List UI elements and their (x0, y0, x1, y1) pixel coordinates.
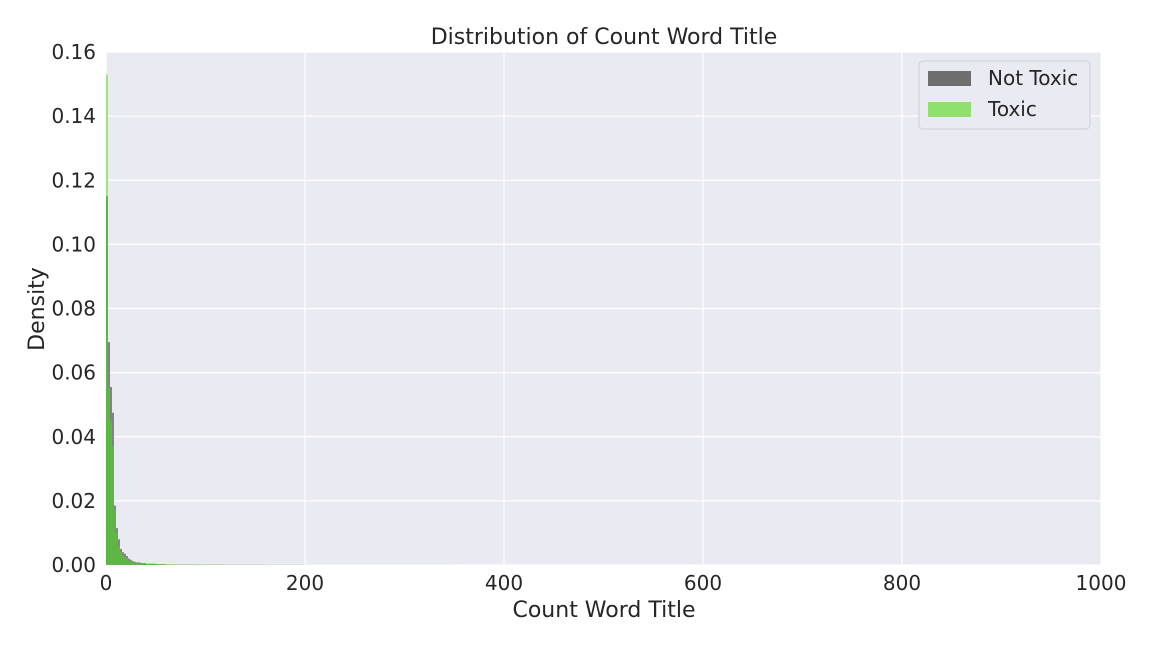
bar-overlap (156, 564, 166, 565)
y-tick-label: 0.14 (51, 104, 96, 128)
bar-overlap (126, 559, 128, 565)
legend-label-toxic: Toxic (987, 97, 1037, 121)
bar-overlap (110, 421, 112, 565)
x-tick-label: 600 (684, 571, 722, 595)
bar-overlap (134, 563, 136, 565)
y-tick-label: 0.08 (51, 297, 96, 321)
x-tick-label: 200 (286, 571, 324, 595)
bar-overlap (118, 546, 120, 565)
bar-overlap (108, 389, 110, 565)
legend-label-not-toxic: Not Toxic (988, 66, 1078, 90)
bar-overlap (114, 510, 116, 565)
x-tick-label: 0 (100, 571, 113, 595)
bar-overlap (106, 196, 108, 565)
bar-overlap (136, 563, 141, 565)
bar-overlap (116, 533, 118, 565)
y-tick-label: 0.04 (51, 425, 96, 449)
bar-overlap (124, 557, 126, 565)
y-axis-label: Density (25, 267, 50, 351)
bar-overlap (122, 555, 124, 565)
bar-overlap (112, 446, 114, 565)
bar-overlap (128, 561, 130, 565)
legend-swatch-toxic (928, 102, 971, 117)
legend: Not Toxic Toxic (919, 61, 1090, 129)
x-tick-label: 800 (883, 571, 921, 595)
bar-overlap (130, 561, 132, 565)
y-tick-label: 0.16 (51, 40, 96, 64)
chart-title: Distribution of Count Word Title (431, 25, 778, 50)
legend-swatch-not-toxic (928, 71, 971, 86)
bar-overlap (132, 562, 134, 565)
y-tick-label: 0.02 (51, 489, 96, 513)
y-tick-label: 0.00 (51, 553, 96, 577)
bar-overlap (120, 552, 122, 565)
y-tick-label: 0.06 (51, 361, 96, 385)
x-tick-label: 400 (485, 571, 523, 595)
x-axis-label: Count Word Title (512, 598, 695, 623)
y-tick-label: 0.12 (51, 168, 96, 192)
y-tick-label: 0.10 (51, 232, 96, 256)
bar-overlap (141, 563, 146, 565)
x-tick-label: 1000 (1076, 571, 1127, 595)
bar-overlap (146, 564, 156, 565)
